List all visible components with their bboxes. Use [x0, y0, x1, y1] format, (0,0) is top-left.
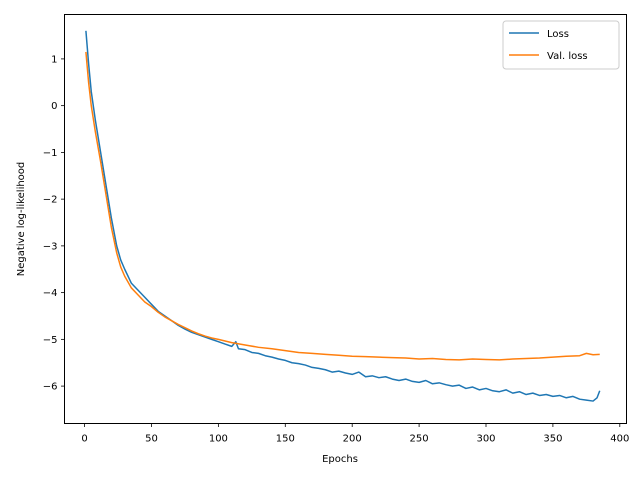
- x-tick-label: 400: [610, 434, 629, 445]
- y-tick-label: −3: [43, 241, 58, 252]
- x-tick-label: 300: [476, 434, 495, 445]
- legend-label-loss: Loss: [547, 29, 569, 40]
- x-axis-label: Epochs: [322, 454, 358, 465]
- y-tick-label: −6: [43, 382, 58, 393]
- y-tick-label: −5: [43, 335, 58, 346]
- x-tick-label: 250: [410, 434, 429, 445]
- x-tick-label: 200: [343, 434, 362, 445]
- x-tick-label: 150: [276, 434, 295, 445]
- y-tick-label: −2: [43, 195, 58, 206]
- x-tick-label: 350: [543, 434, 562, 445]
- x-tick-label: 100: [209, 434, 228, 445]
- x-tick-label: 50: [145, 434, 158, 445]
- y-axis-label: Negative log-likelihood: [16, 162, 27, 277]
- y-tick-label: −1: [43, 148, 58, 159]
- y-tick-label: 1: [51, 54, 57, 65]
- y-tick-label: 0: [51, 101, 57, 112]
- legend-label-val-loss: Val. loss: [547, 51, 588, 62]
- x-tick-label: 0: [81, 434, 87, 445]
- legend: Loss Val. loss: [503, 21, 619, 69]
- y-tick-label: −4: [43, 288, 58, 299]
